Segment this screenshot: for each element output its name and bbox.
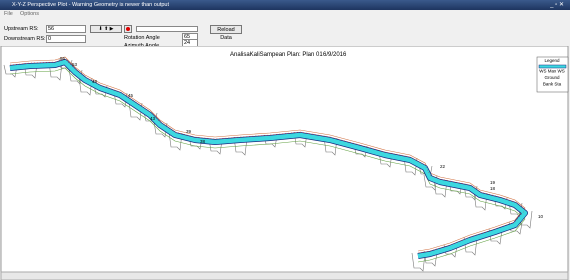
menu-item[interactable]: File [4,11,13,17]
dropdown[interactable]: 56 [46,25,86,33]
plot-plan: Plan: Plan 01 [287,52,323,58]
station-label: 19 [490,180,496,185]
station-label: 53 [72,62,78,67]
reload-button[interactable]: Reload Data [210,25,242,34]
station-label: 43 [150,116,156,121]
label: Downstream RS: [4,36,46,42]
nav-buttons[interactable]: ⬇ ⬆ ▶ [90,25,122,33]
station-label: 56 [60,56,66,61]
dropdown[interactable]: 0 [46,35,86,43]
station-label: 48 [92,79,98,84]
station-label: 39 [186,129,192,134]
label: Rotation Angle [124,35,160,41]
window-title: X-Y-Z Perspective Plot - Warning Geometr… [12,2,169,8]
menu-item[interactable]: Options [20,11,39,17]
legend-item: WS Max WS [539,69,565,74]
legend-title: Legend [544,58,560,63]
menu-bar: File Options [0,10,570,18]
plot-title: AnalisaKaliSampean [230,52,285,58]
legend-item: Bank Sta [543,82,562,87]
plot-date: 6/9/2016 [323,52,347,58]
scrollbar[interactable] [1,272,568,280]
station-label: 10 [538,214,544,219]
title-bar: X-Y-Z Perspective Plot - Warning Geometr… [0,0,570,10]
slider[interactable] [136,26,198,32]
station-label: 45 [128,93,134,98]
label: Upstream RS: [4,26,39,32]
window-buttons[interactable]: _ ▫ ✕ [550,1,564,8]
station-label: 18 [490,186,496,191]
app-window: X-Y-Z Perspective Plot - Warning Geometr… [0,0,570,280]
plot-area: AnalisaKaliSampean Plan: Plan 01 6/9/201… [0,46,570,280]
record-button[interactable] [124,25,132,33]
station-label: 22 [440,164,446,169]
legend-item: Ground [544,75,560,80]
station-label: 38 [200,139,206,144]
